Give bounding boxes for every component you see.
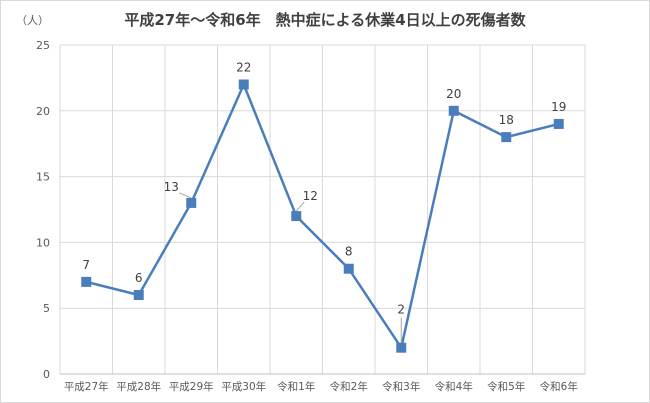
data-label: 22	[236, 60, 251, 74]
data-label: 13	[164, 180, 179, 194]
chart-title: 平成27年～令和6年 熱中症による休業4日以上の死傷者数	[124, 11, 526, 29]
y-tick-label: 15	[36, 171, 50, 184]
data-point-marker	[186, 197, 197, 208]
data-labels: 7 6 13 22 12 8 2 20 18 19	[82, 60, 566, 343]
grid	[59, 44, 586, 375]
series-polyline	[85, 83, 560, 349]
series-line	[85, 83, 560, 349]
y-tick-label: 0	[43, 368, 50, 381]
x-tick-label: 令和3年	[382, 380, 420, 393]
data-point-marker	[133, 290, 144, 301]
data-label: 12	[303, 189, 318, 203]
y-tick-label: 10	[36, 236, 50, 249]
y-tick-label: 20	[36, 105, 50, 118]
data-point-marker	[81, 276, 92, 287]
data-label: 18	[499, 113, 514, 127]
y-axis-unit: （人）	[16, 14, 49, 27]
data-label-leader	[179, 192, 192, 199]
data-point-marker	[501, 132, 512, 143]
data-point-marker	[448, 105, 459, 116]
data-label: 20	[446, 87, 461, 101]
x-tick-label: 令和2年	[330, 380, 368, 393]
series-markers	[81, 79, 564, 353]
x-tick-label: 令和4年	[435, 380, 473, 393]
x-tick-label: 平成28年	[116, 380, 161, 393]
data-point-marker	[291, 211, 302, 222]
x-tick-label: 令和1年	[277, 380, 315, 393]
y-tick-label: 25	[36, 39, 50, 52]
data-point-marker	[553, 118, 564, 129]
x-tick-label: 令和5年	[487, 380, 525, 393]
x-tick-label: 令和6年	[540, 380, 578, 393]
data-label: 2	[397, 303, 405, 317]
x-tick-label: 平成27年	[64, 380, 109, 393]
y-tick-label: 5	[43, 302, 50, 315]
data-point-marker	[396, 342, 407, 353]
x-tick-label: 平成29年	[169, 380, 214, 393]
data-label: 8	[345, 245, 353, 259]
data-label: 6	[135, 271, 143, 285]
data-label: 7	[82, 258, 90, 272]
x-tick-label: 平成30年	[221, 380, 266, 393]
axes: 0 5 10 15 20 25 平成27年 平成28年 平成29年 平成30年 令和1年 令和2年 令和…	[36, 39, 585, 393]
data-point-marker	[238, 79, 249, 90]
data-label: 19	[551, 100, 566, 114]
data-point-marker	[343, 263, 354, 274]
data-label-leader	[295, 201, 305, 212]
